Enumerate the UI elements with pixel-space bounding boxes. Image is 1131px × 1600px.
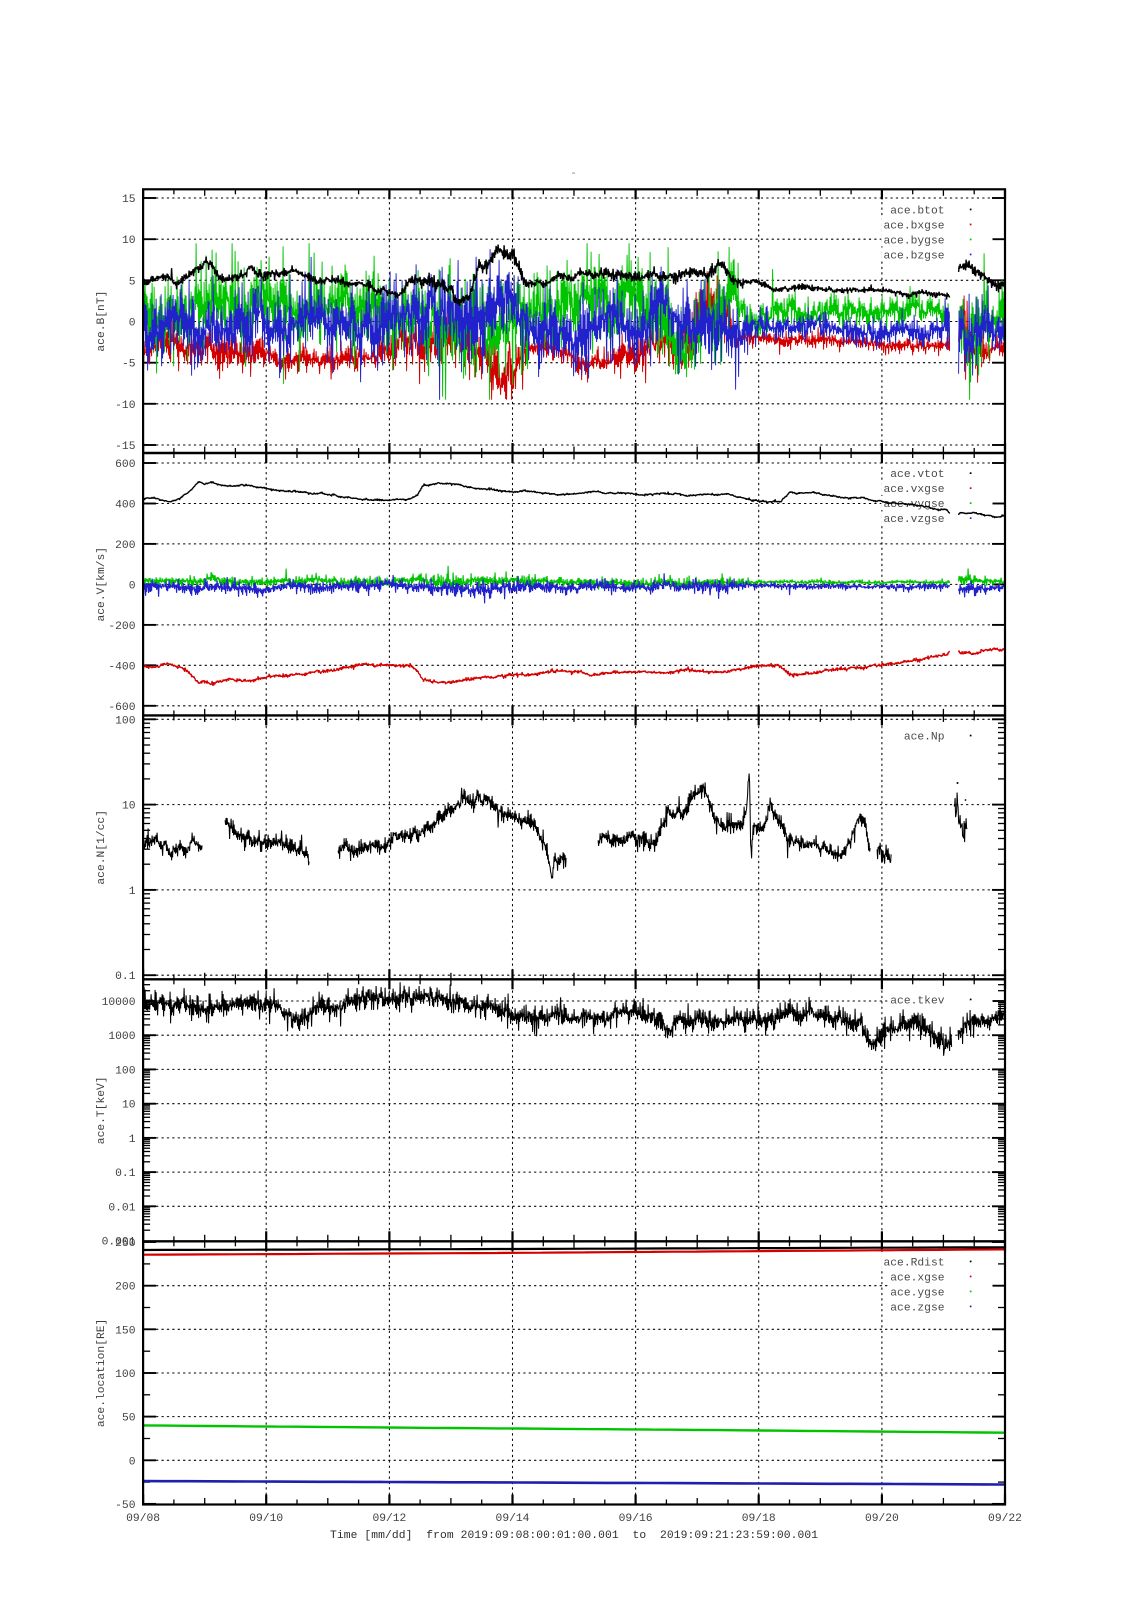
svg-text:100: 100 (115, 1065, 136, 1077)
svg-text:-15: -15 (115, 441, 136, 453)
svg-text:250: 250 (115, 1238, 136, 1250)
svg-text:100: 100 (115, 715, 136, 727)
svg-text:-400: -400 (108, 661, 135, 673)
svg-text:09/16: 09/16 (619, 1513, 653, 1525)
svg-text:200: 200 (115, 540, 136, 552)
svg-text:1: 1 (129, 1134, 136, 1146)
svg-text:09/20: 09/20 (865, 1513, 899, 1525)
svg-text:-5: -5 (122, 359, 136, 371)
svg-text:1: 1 (129, 886, 136, 898)
svg-text:ace.bzgse: ace.bzgse (883, 251, 944, 263)
svg-text:10: 10 (122, 801, 136, 813)
svg-text:-600: -600 (108, 702, 135, 714)
svg-text:ace.Np: ace.Np (904, 732, 945, 744)
svg-text:50: 50 (122, 1413, 136, 1425)
svg-text:ace.T[keV]: ace.T[keV] (96, 1076, 108, 1144)
svg-text:0: 0 (129, 318, 136, 330)
svg-text:ace.zgse: ace.zgse (890, 1303, 944, 1315)
svg-text:0.1: 0.1 (115, 971, 136, 983)
svg-text:ace.ygse: ace.ygse (890, 1288, 944, 1300)
svg-text:ace.V[km/s]: ace.V[km/s] (96, 547, 108, 622)
svg-text:1000: 1000 (108, 1031, 135, 1043)
svg-text:0.01: 0.01 (108, 1202, 135, 1214)
svg-text:0: 0 (129, 1456, 136, 1468)
svg-text:ace.bxgse: ace.bxgse (883, 221, 944, 233)
svg-text:ace.bygse: ace.bygse (883, 236, 944, 248)
svg-text:0.1: 0.1 (115, 1168, 136, 1180)
svg-text:150: 150 (115, 1325, 136, 1337)
svg-text:ace.vzgse: ace.vzgse (883, 514, 944, 526)
svg-text:15: 15 (122, 194, 136, 206)
svg-text:-50: -50 (115, 1500, 136, 1512)
svg-text:Time [mm/dd] from 2019:09:08:: Time [mm/dd] from 2019:09:08:00:01:00.00… (330, 1530, 818, 1542)
svg-text:09/22: 09/22 (988, 1513, 1022, 1525)
svg-text:0: 0 (129, 580, 136, 592)
svg-text:09/08: 09/08 (126, 1513, 160, 1525)
svg-text:10000: 10000 (102, 997, 136, 1009)
svg-text:-: - (570, 168, 577, 180)
svg-text:ace.location[RE]: ace.location[RE] (96, 1319, 108, 1427)
svg-text:09/18: 09/18 (742, 1513, 776, 1525)
svg-text:ace.vtot: ace.vtot (890, 469, 944, 481)
svg-text:10: 10 (122, 1100, 136, 1112)
svg-text:ace.vxgse: ace.vxgse (883, 484, 944, 496)
svg-text:-10: -10 (115, 400, 136, 412)
svg-text:09/10: 09/10 (249, 1513, 283, 1525)
svg-text:09/14: 09/14 (496, 1513, 530, 1525)
svg-text:09/12: 09/12 (372, 1513, 406, 1525)
svg-text:ace.btot: ace.btot (890, 206, 944, 218)
svg-text:400: 400 (115, 500, 136, 512)
svg-text:100: 100 (115, 1369, 136, 1381)
svg-text:ace.xgse: ace.xgse (890, 1273, 944, 1285)
svg-text:ace.B[nT]: ace.B[nT] (96, 291, 108, 352)
svg-text:ace.tkev: ace.tkev (890, 996, 944, 1008)
svg-text:600: 600 (115, 459, 136, 471)
svg-text:ace.Rdist: ace.Rdist (883, 1258, 944, 1270)
svg-text:-200: -200 (108, 621, 135, 633)
svg-text:ace.N[1/cc]: ace.N[1/cc] (96, 810, 108, 885)
svg-text:0.001: 0.001 (102, 1237, 136, 1249)
svg-text:10: 10 (122, 235, 136, 247)
svg-text:5: 5 (129, 276, 136, 288)
svg-text:200: 200 (115, 1282, 136, 1294)
